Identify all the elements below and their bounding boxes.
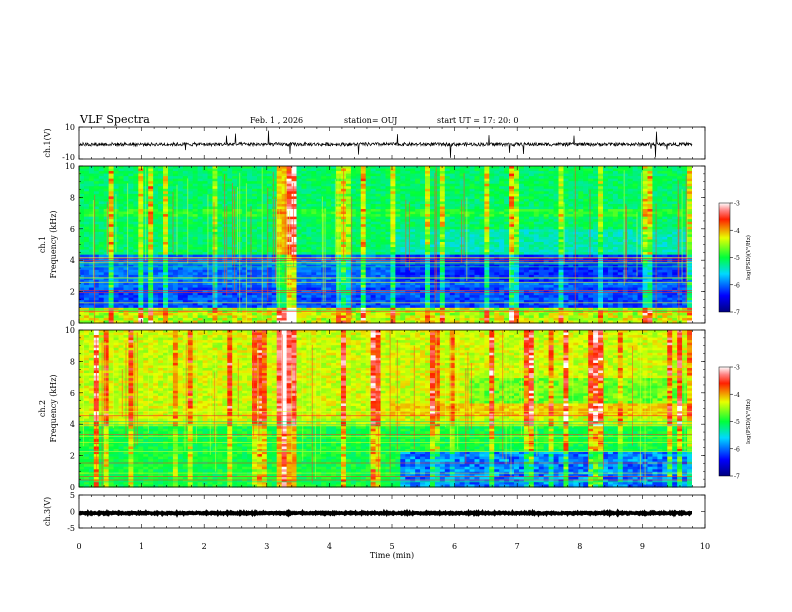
ch3-waveform-ytick-label: -5 xyxy=(67,524,75,533)
ch2-spectrogram-colorbar-tick-label: -7 xyxy=(734,474,740,481)
ch1-spectrogram-bursts xyxy=(79,166,692,323)
ch1-spectrogram-ytick-label: 10 xyxy=(65,162,75,171)
ch2-spectrogram-colorbar-tick-label: -5 xyxy=(734,419,740,426)
ch1-spectrogram-colorbar-tick-label: -5 xyxy=(734,255,740,262)
ch3-waveform-ytick-label: 0 xyxy=(70,508,75,517)
ch2-spectrogram-colorbar-tick-label: -3 xyxy=(734,365,740,372)
ch2-spectrogram-ylabel: Frequency (kHz) xyxy=(49,374,58,442)
ch1-spectrogram-colorbar-tick-label: -4 xyxy=(734,228,740,235)
ch1-spectrogram-ytick-label: 8 xyxy=(70,193,75,202)
ch1-waveform-trace xyxy=(78,130,693,158)
ch2-spectrogram-colorbar-tick-label: -4 xyxy=(734,392,740,399)
ch1-waveform-ylabel: ch.1(V) xyxy=(43,128,52,157)
ch2-spectrogram-colorbar xyxy=(718,366,731,477)
xtick-label: 5 xyxy=(389,542,394,551)
start-time-label: start UT = 17: 20: 0 xyxy=(437,116,519,125)
ch2-spectrogram-channel-label: ch.2 xyxy=(38,400,47,417)
ch2-spectrogram-colorbar-label: log(PSD)(V²/Hz) xyxy=(745,399,752,444)
ch1-spectrogram-colorbar-tick-label: -3 xyxy=(734,201,740,208)
xtick-label: 6 xyxy=(452,542,457,551)
ch2-spectrogram-colorbar-tick-label: -6 xyxy=(734,446,740,453)
ch1-spectrogram-ytick-label: 0 xyxy=(70,319,75,328)
ch1-spectrogram-nodata xyxy=(692,166,705,323)
xtick-label: 8 xyxy=(577,542,582,551)
ch2-spectrogram-ytick-label: 2 xyxy=(70,452,75,461)
ch3-waveform-ytick-label: 5 xyxy=(70,491,75,500)
x-axis-label: Time (min) xyxy=(370,551,414,560)
xtick-label: 7 xyxy=(515,542,520,551)
xtick-label: 0 xyxy=(76,542,81,551)
ch2-spectrogram-ytick-label: 6 xyxy=(70,389,75,398)
xtick-label: 1 xyxy=(139,542,144,551)
ch2-spectrogram-cells xyxy=(79,330,693,488)
ch2-spectrogram-ytick-label: 8 xyxy=(70,357,75,366)
date-label: Feb. 1 , 2026 xyxy=(250,116,304,125)
ch3-waveform-trace xyxy=(78,508,692,518)
ch1-spectrogram-colorbar xyxy=(718,202,731,313)
ch2-spectrogram-ytick-label: 4 xyxy=(70,420,75,429)
xtick-label: 4 xyxy=(327,542,332,551)
ch1-spectrogram-ytick-label: 6 xyxy=(70,225,75,234)
ch1-spectrogram-colorbar-label: log(PSD)(V²/Hz) xyxy=(745,235,752,280)
chart-title: VLF Spectra xyxy=(80,113,150,126)
ch1-spectrogram-ytick-label: 2 xyxy=(70,288,75,297)
ch1-spectrogram-ylabel: Frequency (kHz) xyxy=(49,210,58,278)
ch2-spectrogram-nodata xyxy=(692,330,705,487)
ch1-spectrogram-channel-label: ch.1 xyxy=(38,236,47,253)
xtick-label: 3 xyxy=(264,542,269,551)
ch1-waveform-ytick-label: 10 xyxy=(65,123,75,132)
xtick-label: 10 xyxy=(700,542,710,551)
ch1-waveform-ytick-label: -10 xyxy=(62,153,75,162)
ch2-spectrogram-bursts xyxy=(79,330,692,487)
ch3-waveform-ylabel: ch.3(V) xyxy=(43,497,52,526)
ch1-spectrogram-ytick-label: 4 xyxy=(70,256,75,265)
xtick-label: 9 xyxy=(640,542,645,551)
ch1-spectrogram-cells xyxy=(79,166,693,324)
ch1-spectrogram-colorbar-tick-label: -7 xyxy=(734,310,740,317)
ch2-spectrogram-ytick-label: 10 xyxy=(65,326,75,335)
ch1-spectrogram-colorbar-tick-label: -6 xyxy=(734,282,740,289)
xtick-label: 2 xyxy=(202,542,207,551)
station-label: station= OUJ xyxy=(344,116,398,125)
ch2-spectrogram-ytick-label: 0 xyxy=(70,483,75,492)
